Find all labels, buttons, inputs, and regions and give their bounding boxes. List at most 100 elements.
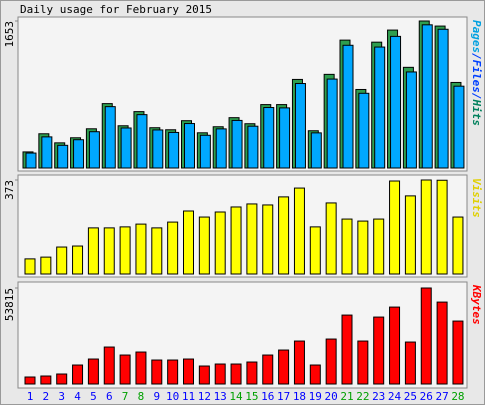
bar — [24, 376, 36, 385]
x-tick-label: 21 — [340, 390, 353, 403]
bar — [184, 123, 195, 169]
x-tick-label: 17 — [277, 390, 290, 403]
bar — [246, 203, 258, 275]
bar — [437, 28, 449, 169]
bar — [436, 179, 448, 275]
bar — [342, 44, 354, 169]
bar — [262, 204, 274, 275]
bar — [421, 24, 433, 169]
bar — [230, 363, 242, 385]
y-tick-label: 373 — [3, 180, 16, 200]
axis-label-part: Pages — [470, 20, 483, 53]
bar — [183, 358, 194, 385]
bar — [135, 223, 147, 275]
bar — [152, 129, 164, 169]
x-tick-label: 10 — [166, 390, 179, 403]
bar — [136, 114, 148, 169]
bar — [72, 364, 84, 385]
bar — [198, 216, 210, 275]
bar — [310, 132, 322, 169]
x-tick-label: 23 — [372, 390, 385, 403]
x-tick-label: 11 — [182, 390, 195, 403]
x-tick-label: 4 — [74, 390, 81, 403]
bar — [325, 338, 337, 385]
bar — [87, 227, 99, 275]
bar — [119, 354, 131, 385]
bar — [293, 187, 305, 275]
bar — [214, 211, 226, 275]
bar — [341, 314, 353, 385]
bar — [293, 340, 305, 385]
x-tick-label: 13 — [214, 390, 227, 403]
x-tick-label: 6 — [106, 390, 113, 403]
bar — [41, 136, 53, 169]
x-tick-label: 25 — [404, 390, 417, 403]
bar — [214, 363, 226, 385]
y-tick-label: 53815 — [3, 288, 16, 321]
bar — [404, 195, 416, 275]
bar — [436, 301, 448, 385]
bar — [326, 78, 338, 169]
bar — [24, 258, 36, 275]
x-tick-label: 12 — [198, 390, 211, 403]
axis-label-part: Files — [470, 60, 483, 93]
bar — [119, 226, 131, 275]
x-tick-label: 16 — [261, 390, 274, 403]
bar — [40, 375, 52, 385]
bar — [420, 287, 432, 385]
bar — [230, 206, 242, 275]
bar — [215, 128, 227, 169]
bar — [167, 221, 179, 275]
x-tick-label: 19 — [309, 390, 322, 403]
bar — [167, 359, 179, 385]
bar — [452, 320, 464, 385]
bar — [453, 85, 465, 169]
bar — [279, 107, 291, 169]
axis-label-part: / — [470, 53, 483, 60]
bar — [151, 359, 163, 385]
x-tick-label: 7 — [122, 390, 129, 403]
bar — [246, 361, 258, 385]
x-tick-label: 24 — [388, 390, 402, 403]
bar — [374, 46, 386, 169]
bar — [405, 71, 417, 169]
bar — [135, 351, 147, 385]
bar — [40, 256, 52, 275]
bar — [104, 106, 116, 169]
bar — [420, 179, 432, 275]
bar — [247, 125, 259, 169]
y-tick-label: 1653 — [3, 21, 16, 48]
x-tick-label: 9 — [153, 390, 160, 403]
x-tick-label: 5 — [90, 390, 97, 403]
bar — [358, 92, 370, 169]
bar — [88, 131, 100, 169]
bar — [168, 131, 180, 169]
bar — [309, 226, 321, 275]
bar — [404, 341, 416, 385]
chart-title: Daily usage for February 2015 — [20, 3, 212, 16]
bar — [183, 210, 194, 275]
bar — [390, 35, 402, 169]
axis-label-part: / — [470, 93, 483, 100]
x-tick-label: 2 — [43, 390, 50, 403]
bar — [278, 349, 290, 385]
bar — [199, 134, 211, 169]
bar — [341, 218, 353, 275]
x-tick-label: 20 — [325, 390, 338, 403]
bar — [262, 354, 274, 385]
bar — [231, 119, 243, 169]
axis-label: Visits — [470, 178, 483, 218]
x-tick-label: 27 — [435, 390, 448, 403]
x-tick-label: 28 — [451, 390, 464, 403]
bar — [72, 245, 84, 275]
bar — [309, 364, 321, 385]
bar — [263, 107, 275, 169]
axis-label: Pages/Files/Hits — [470, 20, 483, 126]
bar — [373, 316, 385, 385]
x-tick-label: 26 — [420, 390, 433, 403]
x-tick-label: 1 — [27, 390, 34, 403]
x-tick-label: 22 — [356, 390, 369, 403]
x-tick-label: 15 — [245, 390, 258, 403]
bar — [73, 139, 85, 169]
